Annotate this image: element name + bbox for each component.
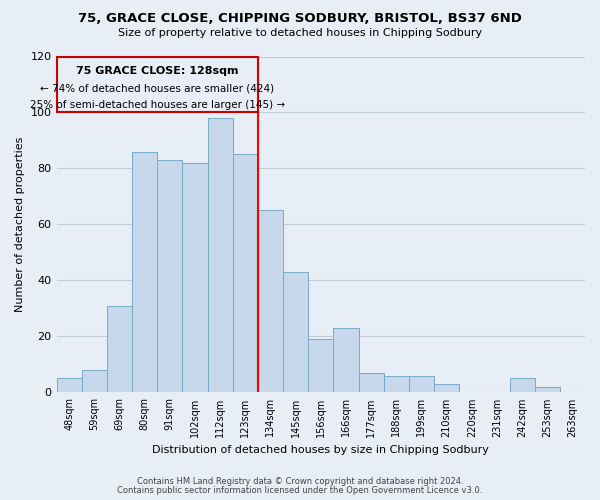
Text: ← 74% of detached houses are smaller (424): ← 74% of detached houses are smaller (42… [40, 83, 274, 93]
Text: Contains HM Land Registry data © Crown copyright and database right 2024.: Contains HM Land Registry data © Crown c… [137, 477, 463, 486]
Bar [383, 376, 409, 392]
FancyBboxPatch shape [56, 56, 258, 112]
Y-axis label: Number of detached properties: Number of detached properties [15, 137, 25, 312]
Bar [334, 328, 359, 392]
Text: 75 GRACE CLOSE: 128sqm: 75 GRACE CLOSE: 128sqm [76, 66, 238, 76]
Bar [535, 387, 560, 392]
Bar [359, 373, 383, 392]
Bar [434, 384, 459, 392]
Bar [182, 163, 208, 392]
Bar [132, 152, 157, 392]
Text: 75, GRACE CLOSE, CHIPPING SODBURY, BRISTOL, BS37 6ND: 75, GRACE CLOSE, CHIPPING SODBURY, BRIST… [78, 12, 522, 26]
Bar [56, 378, 82, 392]
Bar [233, 154, 258, 392]
Text: Contains public sector information licensed under the Open Government Licence v3: Contains public sector information licen… [118, 486, 482, 495]
Bar [509, 378, 535, 392]
Bar [283, 272, 308, 392]
Text: Size of property relative to detached houses in Chipping Sodbury: Size of property relative to detached ho… [118, 28, 482, 38]
Bar [308, 339, 334, 392]
Bar [157, 160, 182, 392]
Bar [258, 210, 283, 392]
Bar [82, 370, 107, 392]
X-axis label: Distribution of detached houses by size in Chipping Sodbury: Distribution of detached houses by size … [152, 445, 489, 455]
Bar [409, 376, 434, 392]
Bar [107, 306, 132, 392]
Text: 25% of semi-detached houses are larger (145) →: 25% of semi-detached houses are larger (… [29, 100, 285, 110]
Bar [208, 118, 233, 392]
